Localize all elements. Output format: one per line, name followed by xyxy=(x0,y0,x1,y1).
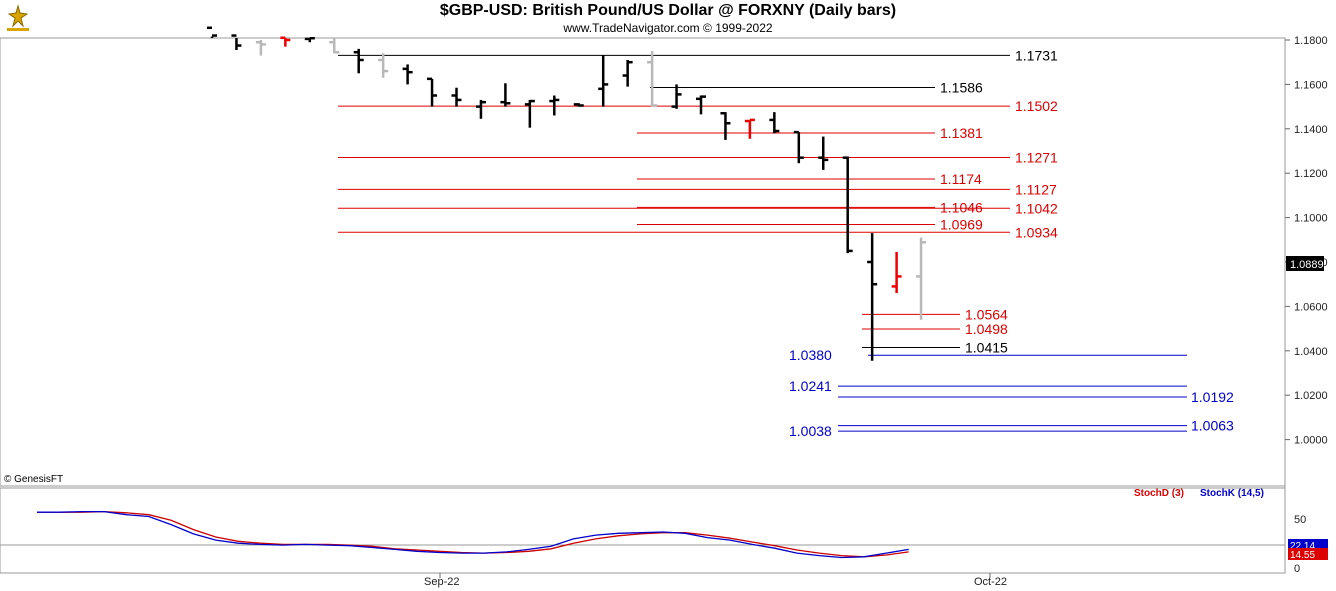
price-tick-label: 1.0400 xyxy=(1294,346,1328,358)
ohlc-bar xyxy=(867,233,878,361)
level-label: 1.1586 xyxy=(940,80,983,96)
price-tick-label: 1.1000 xyxy=(1294,213,1328,225)
level-label: 1.1046 xyxy=(940,199,983,215)
level-lines: 1.1731 1.1586 1.1502 1.1381 1.1271 1.1174 1.11… xyxy=(338,47,1234,439)
level-label: 1.0380 xyxy=(789,347,832,363)
ohlc-bar xyxy=(524,99,535,128)
chart-subtitle: www.TradeNavigator.com © 1999-2022 xyxy=(563,21,773,35)
price-panel-frame xyxy=(0,37,1286,487)
ohlc-bar xyxy=(304,36,315,43)
level-label: 1.0063 xyxy=(1191,418,1234,434)
ohlc-bar xyxy=(451,87,462,107)
ohlc-bar xyxy=(696,95,706,115)
price-tick-label: 1.0600 xyxy=(1294,301,1328,313)
ohlc-bar xyxy=(671,84,682,109)
stochd-readout: 14.55 xyxy=(1290,550,1315,561)
ohlc-bar xyxy=(720,112,731,140)
level-label: 1.0415 xyxy=(965,339,1008,355)
stochk-line xyxy=(37,510,909,559)
level-label: 1.1174 xyxy=(940,171,982,187)
ohlc-bar xyxy=(329,38,340,54)
level-label: 1.0564 xyxy=(965,306,1008,322)
ohlc-bar xyxy=(916,237,927,320)
level-label: 1.1271 xyxy=(1015,149,1058,165)
stochk-legend: StochK (14,5) xyxy=(1200,488,1264,499)
ohlc-bar xyxy=(280,36,291,47)
stochastic-lines xyxy=(37,510,909,559)
price-tick-label: 1.0000 xyxy=(1294,435,1328,447)
chart-header: $GBP-USD: British Pound/US Dollar @ FORX… xyxy=(0,0,1336,38)
chart-title: $GBP-USD: British Pound/US Dollar @ FORX… xyxy=(439,2,897,19)
ohlc-bar xyxy=(598,55,609,107)
ohlc-bar xyxy=(378,53,389,78)
ohlc-bar xyxy=(475,99,486,119)
level-label: 1.0038 xyxy=(789,423,832,439)
stochd-line xyxy=(37,510,909,558)
ohlc-bars xyxy=(207,26,927,361)
level-label: 1.1127 xyxy=(1015,181,1057,197)
stochd-legend: StochD (3) xyxy=(1134,488,1184,499)
level-label: 1.0241 xyxy=(789,378,832,394)
ohlc-bar xyxy=(353,48,364,74)
ohlc-bar xyxy=(647,51,658,107)
level-label: 1.0192 xyxy=(1191,389,1234,405)
ohlc-bar xyxy=(769,112,780,134)
ohlc-bar xyxy=(500,83,511,107)
date-label-oct: Oct-22 xyxy=(974,576,1007,588)
ohlc-bar xyxy=(207,26,217,38)
copyright-label: © GenesisFT xyxy=(4,474,64,485)
ohlc-bar xyxy=(549,95,560,116)
ohlc-bar xyxy=(793,130,804,164)
ohlc-bar xyxy=(622,59,633,87)
stochk-readout: 22.14 xyxy=(1290,541,1315,552)
date-label-sep: Sep-22 xyxy=(424,576,459,588)
indicator-tick-0: 0 xyxy=(1294,563,1300,575)
ohlc-bar xyxy=(818,136,829,170)
level-label: 1.1381 xyxy=(940,125,983,141)
ohlc-bar xyxy=(231,34,242,50)
level-label: 1.0934 xyxy=(1015,224,1058,240)
price-tick-label: 1.1600 xyxy=(1294,79,1328,91)
ohlc-bar xyxy=(842,156,853,254)
genesis-logo-icon xyxy=(3,3,33,33)
last-price-label: 1.0889 xyxy=(1290,259,1324,271)
ohlc-bar xyxy=(427,77,438,107)
ohlc-bar xyxy=(744,118,755,139)
level-label: 1.1502 xyxy=(1015,98,1058,114)
price-tick-label: 1.1400 xyxy=(1294,124,1328,136)
price-axis-ticks: 1.18001.16001.14001.12001.10001.08001.06… xyxy=(1285,35,1328,447)
level-label: 1.1731 xyxy=(1015,47,1058,63)
indicator-tick-50: 50 xyxy=(1294,514,1306,526)
price-tick-label: 1.1200 xyxy=(1294,168,1328,180)
indicator-panel-frame xyxy=(0,487,1286,574)
ohlc-bar xyxy=(255,40,266,56)
price-tick-label: 1.0200 xyxy=(1294,390,1328,402)
ohlc-bar xyxy=(402,64,413,85)
level-label: 1.0969 xyxy=(940,216,983,232)
ohlc-bar xyxy=(573,103,584,107)
last-price-box xyxy=(1286,256,1324,271)
level-label: 1.1042 xyxy=(1015,200,1058,216)
level-label: 1.0498 xyxy=(965,321,1008,337)
price-tick-label: 1.1800 xyxy=(1294,35,1328,47)
ohlc-bar xyxy=(891,252,902,294)
stochd-readout-box xyxy=(1288,548,1328,560)
